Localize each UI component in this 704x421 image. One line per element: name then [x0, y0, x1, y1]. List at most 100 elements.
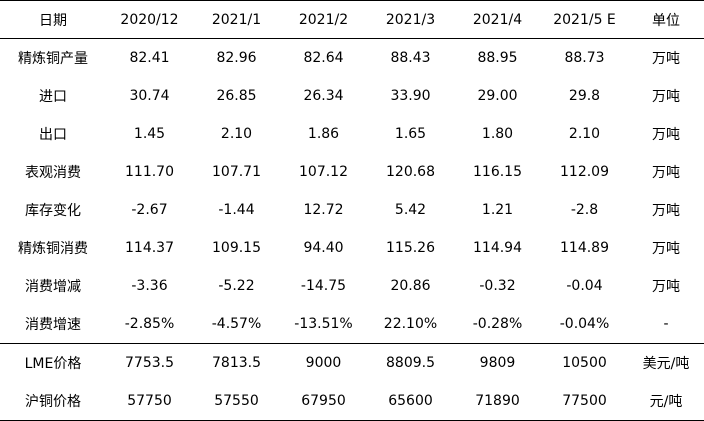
row-label: 进口: [39, 89, 67, 105]
header-unit: 单位: [652, 12, 680, 29]
unit-cell: 美元/吨: [628, 343, 704, 382]
table-cell: 82.96: [216, 50, 257, 66]
table-cell: -0.28%: [472, 316, 523, 332]
header-col-2021-5e: 2021/5 E: [553, 11, 616, 28]
table-row: 进口 30.74 26.85 26.34 33.90 29.00 29.8 万吨: [0, 77, 704, 115]
table-cell: -2.67: [131, 202, 168, 218]
table-cell: 71890: [454, 382, 541, 421]
header-col-2021-4: 2021/4: [472, 11, 523, 28]
row-label: 精炼铜消费: [18, 241, 88, 257]
table-cell: 82.64: [303, 50, 344, 66]
table-cell: 10500: [541, 343, 628, 382]
table-row: 沪铜价格 57750 57550 67950 65600 71890 77500…: [0, 382, 704, 421]
header-col-2020-12: 2020/12: [120, 11, 179, 28]
table-cell: 114.37: [125, 240, 174, 256]
table-cell: 1.45: [133, 126, 166, 142]
table-cell: 65600: [367, 382, 454, 421]
row-label: 沪铜价格: [0, 382, 106, 421]
table-cell: -0.04%: [559, 316, 610, 332]
table-cell: 1.86: [307, 126, 340, 142]
unit-cell: 万吨: [652, 89, 680, 105]
table-cell: 2.10: [220, 126, 253, 142]
table-row: 表观消费 111.70 107.71 107.12 120.68 116.15 …: [0, 153, 704, 191]
unit-cell: 万吨: [652, 51, 680, 67]
table-cell: 114.94: [473, 240, 522, 256]
row-label: 表观消费: [25, 165, 81, 181]
table-cell: 112.09: [560, 164, 609, 180]
unit-cell: 万吨: [652, 165, 680, 181]
row-label: 精炼铜产量: [18, 51, 88, 67]
table-cell: -0.04: [566, 278, 603, 294]
table-cell: 107.12: [299, 164, 348, 180]
table-cell: 5.42: [394, 202, 427, 218]
unit-cell: 万吨: [652, 127, 680, 143]
table-cell: 88.73: [564, 50, 605, 66]
header-row: 日期 2020/12 2021/1 2021/2 2021/3 2021/4 2…: [0, 0, 704, 39]
table-cell: 1.65: [394, 126, 427, 142]
row-label: 出口: [39, 127, 67, 143]
table-cell: -2.8: [570, 202, 599, 218]
unit-cell: -: [663, 316, 669, 332]
table-cell: 2.10: [568, 126, 601, 142]
table-row: 精炼铜产量 82.41 82.96 82.64 88.43 88.95 88.7…: [0, 39, 704, 78]
table-cell: 7813.5: [193, 343, 280, 382]
table-cell: 1.21: [481, 202, 514, 218]
table-cell: -0.32: [479, 278, 516, 294]
table-cell: 88.43: [390, 50, 431, 66]
table-cell: 20.86: [390, 278, 431, 294]
table-cell: -14.75: [300, 278, 347, 294]
table-cell: 9809: [454, 343, 541, 382]
table-cell: 114.89: [560, 240, 609, 256]
table-cell: 30.74: [129, 88, 170, 104]
header-col-2021-3: 2021/3: [385, 11, 436, 28]
row-label: LME价格: [0, 343, 106, 382]
table-cell: 57550: [193, 382, 280, 421]
row-label: 消费增速: [25, 317, 81, 333]
table-cell: 109.15: [212, 240, 261, 256]
header-col-2021-2: 2021/2: [298, 11, 349, 28]
table-cell: -2.85%: [124, 316, 175, 332]
table-cell: 22.10%: [383, 316, 438, 332]
table-cell: 116.15: [473, 164, 522, 180]
header-col-2021-1: 2021/1: [211, 11, 262, 28]
table-cell: -13.51%: [294, 316, 353, 332]
table-row: 消费增速 -2.85% -4.57% -13.51% 22.10% -0.28%…: [0, 305, 704, 344]
table-cell: 33.90: [390, 88, 431, 104]
table-cell: 107.71: [212, 164, 261, 180]
unit-cell: 万吨: [652, 203, 680, 219]
header-date: 日期: [39, 12, 67, 29]
table-row: 精炼铜消费 114.37 109.15 94.40 115.26 114.94 …: [0, 229, 704, 267]
table-cell: 12.72: [303, 202, 344, 218]
table-cell: 1.80: [481, 126, 514, 142]
unit-cell: 元/吨: [628, 382, 704, 421]
row-label: 消费增减: [25, 279, 81, 295]
row-label: 库存变化: [25, 203, 81, 219]
table-cell: -1.44: [218, 202, 255, 218]
table-row: 库存变化 -2.67 -1.44 12.72 5.42 1.21 -2.8 万吨: [0, 191, 704, 229]
table-cell: -5.22: [218, 278, 255, 294]
table-cell: 82.41: [129, 50, 170, 66]
table-row: 出口 1.45 2.10 1.86 1.65 1.80 2.10 万吨: [0, 115, 704, 153]
table-cell: 9000: [280, 343, 367, 382]
table-cell: 88.95: [477, 50, 518, 66]
table-cell: 8809.5: [367, 343, 454, 382]
table-cell: 26.85: [216, 88, 257, 104]
table-cell: -3.36: [131, 278, 168, 294]
table-cell: 94.40: [303, 240, 344, 256]
table-cell: 111.70: [125, 164, 174, 180]
table-cell: 120.68: [386, 164, 435, 180]
table-cell: 29.00: [477, 88, 518, 104]
table-row: LME价格 7753.5 7813.5 9000 8809.5 9809 105…: [0, 343, 704, 382]
table-cell: 77500: [541, 382, 628, 421]
table-cell: 115.26: [386, 240, 435, 256]
table-row: 消费增减 -3.36 -5.22 -14.75 20.86 -0.32 -0.0…: [0, 267, 704, 305]
table-cell: 29.8: [568, 88, 601, 104]
table-cell: 26.34: [303, 88, 344, 104]
table-cell: 67950: [280, 382, 367, 421]
table-cell: -4.57%: [211, 316, 262, 332]
unit-cell: 万吨: [652, 241, 680, 257]
unit-cell: 万吨: [652, 279, 680, 295]
table-cell: 7753.5: [106, 343, 193, 382]
